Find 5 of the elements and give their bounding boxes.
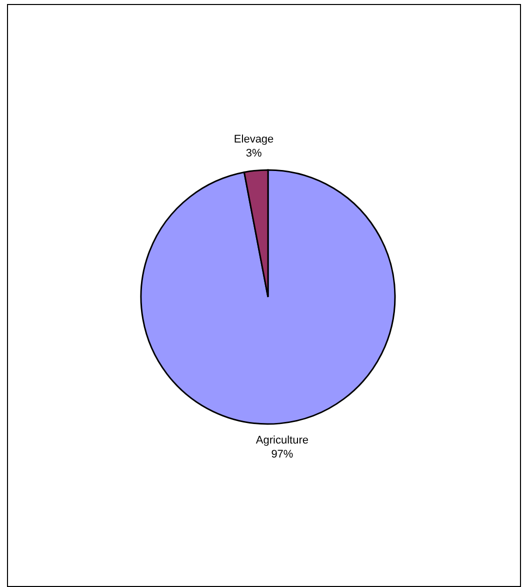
data-label: 3% <box>246 148 262 160</box>
pie-slice <box>140 169 396 425</box>
slice-label: Elevage <box>234 134 274 146</box>
slice-label: Agriculture <box>256 434 308 446</box>
data-label: 97% <box>271 448 294 460</box>
